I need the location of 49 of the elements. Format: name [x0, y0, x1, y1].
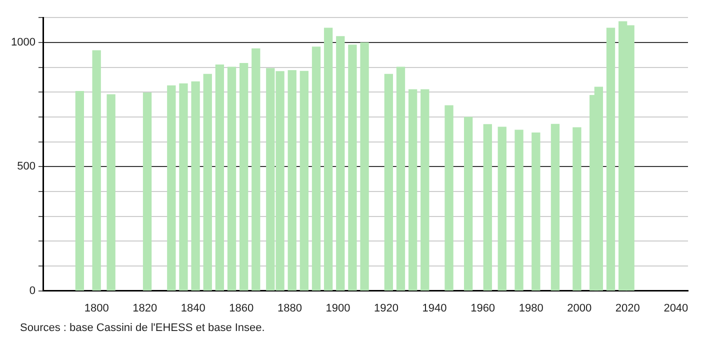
x-tick-label: 2040	[664, 302, 688, 314]
bar	[444, 105, 454, 291]
bar	[384, 74, 393, 291]
bar	[324, 28, 333, 291]
bar	[227, 66, 236, 291]
x-tick-label: 2000	[567, 302, 592, 314]
x-tick-label: 1980	[518, 302, 544, 314]
bar	[75, 91, 84, 291]
bar	[179, 83, 188, 291]
bar	[167, 85, 176, 291]
x-tick-label: 1820	[132, 302, 158, 314]
x-tick-label: 1920	[374, 302, 398, 314]
bar	[191, 81, 200, 291]
bar	[606, 28, 616, 291]
bar	[142, 92, 152, 291]
y-tick-label: 500	[17, 160, 36, 173]
x-tick-label: 1800	[84, 302, 109, 314]
x-tick-label: 2020	[615, 302, 640, 314]
x-tick-label: 1840	[180, 302, 206, 314]
bar	[215, 64, 224, 291]
bar	[240, 62, 248, 291]
bar	[464, 116, 473, 291]
bar	[106, 94, 116, 291]
bar	[312, 46, 321, 291]
bar	[514, 130, 524, 291]
bar	[572, 127, 582, 291]
x-tick-label: 1960	[470, 302, 496, 314]
bar	[288, 70, 296, 291]
x-tick-label: 1940	[422, 302, 447, 314]
bar	[498, 126, 506, 291]
bar	[420, 89, 430, 291]
bar	[252, 48, 260, 291]
y-tick-label: 0	[29, 284, 36, 297]
x-tick-label: 1900	[326, 302, 350, 314]
bar	[550, 124, 560, 291]
x-tick-label: 1880	[277, 302, 302, 314]
source-note: Sources : base Cassini de l'EHESS et base Insee.	[20, 322, 266, 334]
bar	[336, 36, 345, 291]
bar	[483, 124, 492, 291]
bar	[92, 50, 101, 291]
bar	[532, 132, 540, 291]
bar	[396, 66, 406, 291]
bar	[203, 74, 212, 291]
bar	[408, 89, 418, 291]
y-tick-label: 1000	[10, 36, 36, 48]
bar	[360, 42, 369, 291]
bar	[348, 44, 357, 291]
x-tick-label: 1860	[229, 302, 254, 314]
bar	[300, 70, 309, 291]
